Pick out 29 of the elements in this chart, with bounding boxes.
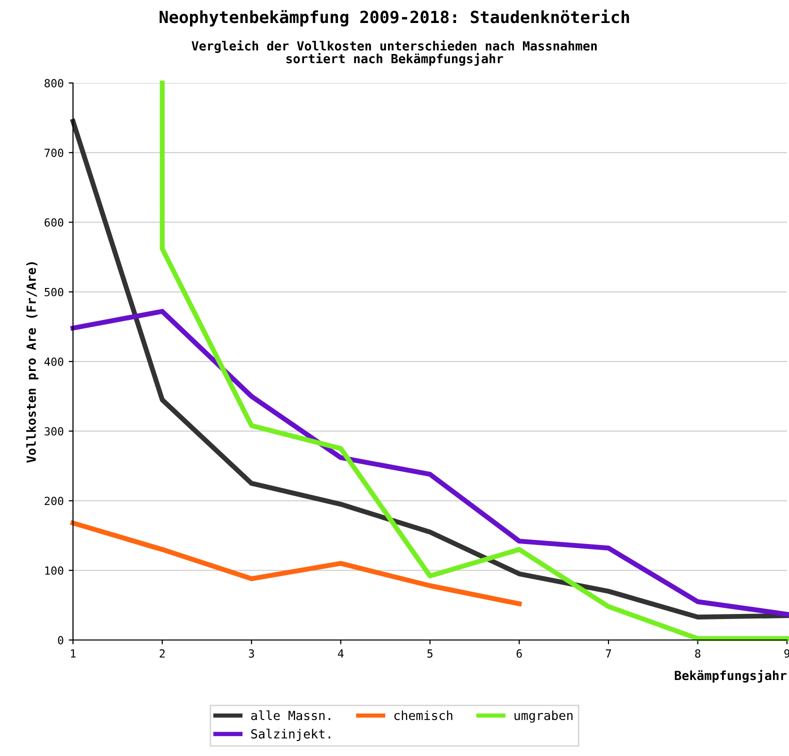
chart-subtitle: Vergleich der Vollkosten unterschieden nach Massnahmen sortiert nach Bekämpfungsjahr [192, 40, 597, 66]
x-tick-label: 2 [160, 649, 165, 658]
y-tick-label: 200 [44, 496, 64, 506]
x-tick-label: 1 [70, 649, 76, 658]
line-series [160, 80, 789, 642]
y-tick-label: 700 [44, 148, 64, 158]
line-series [70, 308, 789, 617]
y-tick-label: 100 [45, 566, 64, 575]
y-tick-label: 800 [44, 79, 64, 88]
x-axis-title: Bekämpfungsjahr [674, 670, 787, 683]
chart-title: Neophytenbekämpfung 2009-2018: Staudenknöterich [160, 9, 629, 27]
y-tick-label: 500 [44, 288, 64, 296]
legend-label: alle Massn. [251, 710, 330, 720]
y-tick-label: 600 [44, 218, 64, 227]
x-tick-label: 3 [248, 649, 254, 658]
x-tick-label: 6 [516, 649, 522, 658]
y-axis-title: Vollkosten pro Are (Fr/Are) [26, 262, 38, 463]
y-tick-label: 400 [44, 358, 64, 366]
line-series [70, 520, 522, 606]
y-tick-label: 300 [44, 427, 64, 436]
legend-label: umgraben [514, 710, 572, 723]
x-tick-label: 4 [338, 649, 344, 658]
legend-label: chemisch [394, 710, 452, 720]
legend-label: Salzinjekt. [251, 728, 330, 741]
x-tick-label: 7 [606, 649, 612, 658]
x-tick-label: 8 [695, 649, 700, 658]
x-tick-label: 5 [427, 649, 432, 658]
line-series [70, 118, 789, 620]
y-tick-label: 0 [58, 636, 64, 644]
